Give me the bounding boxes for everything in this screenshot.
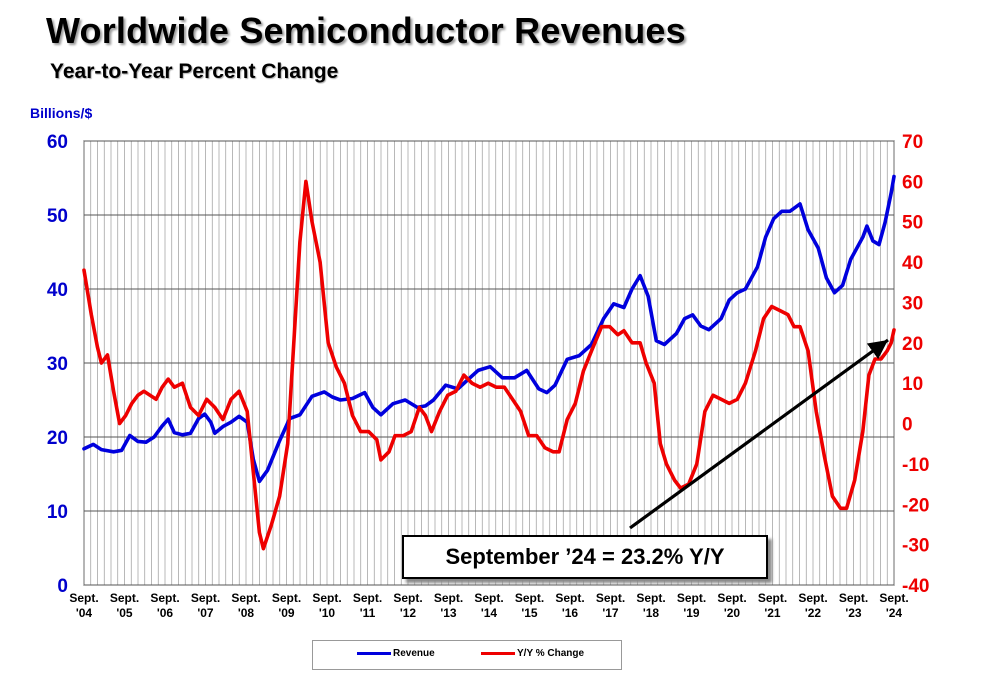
x-tick-label-line2: '18 bbox=[643, 606, 660, 620]
x-tick-label-line1: Sept. bbox=[555, 591, 584, 605]
x-tick-label-line2: '24 bbox=[886, 606, 903, 620]
x-tick-label-line2: '10 bbox=[319, 606, 336, 620]
legend-swatch-revenue bbox=[357, 651, 391, 655]
y-tick-left-label: 20 bbox=[47, 428, 68, 449]
legend-item-yy-change: Y/Y % Change bbox=[481, 648, 584, 659]
x-tick-label-line1: Sept. bbox=[272, 591, 301, 605]
x-tick-label-line1: Sept. bbox=[636, 591, 665, 605]
x-tick-label-line2: '13 bbox=[440, 606, 457, 620]
y-tick-left-label: 40 bbox=[47, 280, 68, 301]
legend: Revenue Y/Y % Change bbox=[312, 640, 622, 670]
y-tick-right-label: 0 bbox=[902, 415, 913, 436]
x-tick-label-line1: Sept. bbox=[150, 591, 179, 605]
x-tick-label-line1: Sept. bbox=[515, 591, 544, 605]
y-tick-right-label: 70 bbox=[902, 132, 923, 153]
x-tick-label-line1: Sept. bbox=[312, 591, 341, 605]
x-tick-label-line1: Sept. bbox=[191, 591, 220, 605]
legend-label-revenue: Revenue bbox=[393, 648, 435, 659]
x-tick-label-line1: Sept. bbox=[677, 591, 706, 605]
chart-title: Worldwide Semiconductor Revenues bbox=[46, 10, 686, 51]
x-tick-label-line2: '20 bbox=[724, 606, 741, 620]
x-tick-label-line2: '09 bbox=[278, 606, 295, 620]
y-tick-left-label: 0 bbox=[57, 576, 68, 597]
x-tick-label-line1: Sept. bbox=[839, 591, 868, 605]
x-tick-label-line2: '19 bbox=[683, 606, 700, 620]
y-tick-left-label: 50 bbox=[47, 206, 68, 227]
legend-swatch-yy-change bbox=[481, 651, 515, 655]
x-tick-label-line1: Sept. bbox=[596, 591, 625, 605]
y-axis-left-label: Billions/$ bbox=[30, 105, 92, 121]
x-tick-label-line1: Sept. bbox=[758, 591, 787, 605]
y-tick-left-label: 60 bbox=[47, 132, 68, 153]
x-tick-label-line2: '08 bbox=[238, 606, 255, 620]
horizontal-gridlines bbox=[84, 140, 894, 586]
x-tick-label-line1: Sept. bbox=[69, 591, 98, 605]
x-tick-label-line2: '14 bbox=[481, 606, 498, 620]
annotation-arrow bbox=[629, 338, 889, 530]
x-tick-label-line2: '23 bbox=[845, 606, 862, 620]
y-tick-right-label: -20 bbox=[902, 495, 929, 516]
x-tick-label-line1: Sept. bbox=[717, 591, 746, 605]
series-line-y-y-change bbox=[82, 179, 896, 551]
x-tick-label-line2: '06 bbox=[157, 606, 174, 620]
x-tick-label-line1: Sept. bbox=[231, 591, 260, 605]
y-tick-right-label: 10 bbox=[902, 374, 923, 395]
x-tick-label-line2: '05 bbox=[116, 606, 133, 620]
x-tick-label-line1: Sept. bbox=[798, 591, 827, 605]
x-tick-label-line1: Sept. bbox=[474, 591, 503, 605]
y-tick-left-label: 10 bbox=[47, 502, 68, 523]
y-tick-right-label: 60 bbox=[902, 172, 923, 193]
x-tick-label-line2: '17 bbox=[602, 606, 619, 620]
y-tick-right-label: 50 bbox=[902, 213, 923, 234]
y-tick-right-label: -30 bbox=[902, 536, 929, 557]
x-tick-label-line1: Sept. bbox=[353, 591, 382, 605]
y-tick-right-label: -10 bbox=[902, 455, 929, 476]
x-tick-label-line2: '11 bbox=[360, 606, 376, 620]
series-line-revenue bbox=[82, 174, 896, 484]
x-tick-label-line2: '04 bbox=[76, 606, 93, 620]
x-tick-label-line1: Sept. bbox=[393, 591, 422, 605]
y-tick-right-label: -40 bbox=[902, 576, 929, 597]
x-tick-label-line1: Sept. bbox=[110, 591, 139, 605]
x-tick-label-line2: '15 bbox=[521, 606, 538, 620]
y-tick-right-label: 40 bbox=[902, 253, 923, 274]
x-tick-label-line2: '21 bbox=[764, 606, 781, 620]
legend-item-revenue: Revenue bbox=[357, 648, 435, 659]
x-tick-label-line2: '22 bbox=[805, 606, 822, 620]
x-tick-label-line1: Sept. bbox=[434, 591, 463, 605]
legend-label-yy-change: Y/Y % Change bbox=[517, 648, 585, 659]
chart-subtitle: Year-to-Year Percent Change bbox=[50, 60, 339, 83]
x-tick-label-line1: Sept. bbox=[879, 591, 908, 605]
x-tick-label-line2: '07 bbox=[197, 606, 214, 620]
y-tick-right-label: 30 bbox=[902, 293, 923, 314]
x-tick-label-line2: '12 bbox=[400, 606, 417, 620]
x-tick-label-line2: '16 bbox=[562, 606, 579, 620]
callout-annotation: September ’24 = 23.2% Y/Y bbox=[402, 535, 768, 579]
y-tick-left-label: 30 bbox=[47, 354, 68, 375]
y-tick-right-label: 20 bbox=[902, 334, 923, 355]
